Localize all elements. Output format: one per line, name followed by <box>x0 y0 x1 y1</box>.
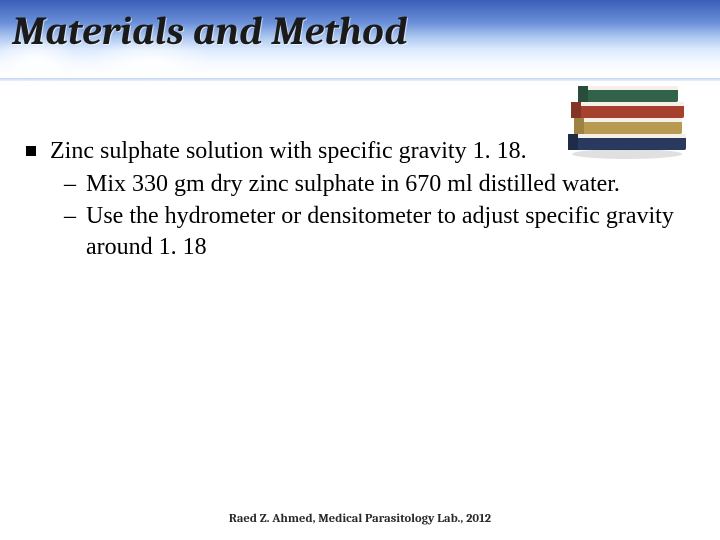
slide: Materials and Method <box>0 0 720 540</box>
sub-bullet-text: Mix 330 gm dry zinc sulphate in 670 ml d… <box>86 169 700 200</box>
dash-bullet-icon: – <box>64 169 76 200</box>
footer-credit: Raed Z. Ahmed, Medical Parasitology Lab.… <box>0 512 720 526</box>
sub-bullet-text: Use the hydrometer or densitometer to ad… <box>86 201 700 262</box>
square-bullet-icon <box>26 146 36 156</box>
page-title: Materials and Method <box>12 8 407 54</box>
content-area: Zinc sulphate solution with specific gra… <box>26 136 700 263</box>
bullet-item: Zinc sulphate solution with specific gra… <box>26 136 700 167</box>
dash-bullet-icon: – <box>64 201 76 232</box>
sub-bullet-item: – Use the hydrometer or densitometer to … <box>64 201 700 262</box>
sub-bullet-item: – Mix 330 gm dry zinc sulphate in 670 ml… <box>64 169 700 200</box>
bullet-text: Zinc sulphate solution with specific gra… <box>50 136 700 167</box>
